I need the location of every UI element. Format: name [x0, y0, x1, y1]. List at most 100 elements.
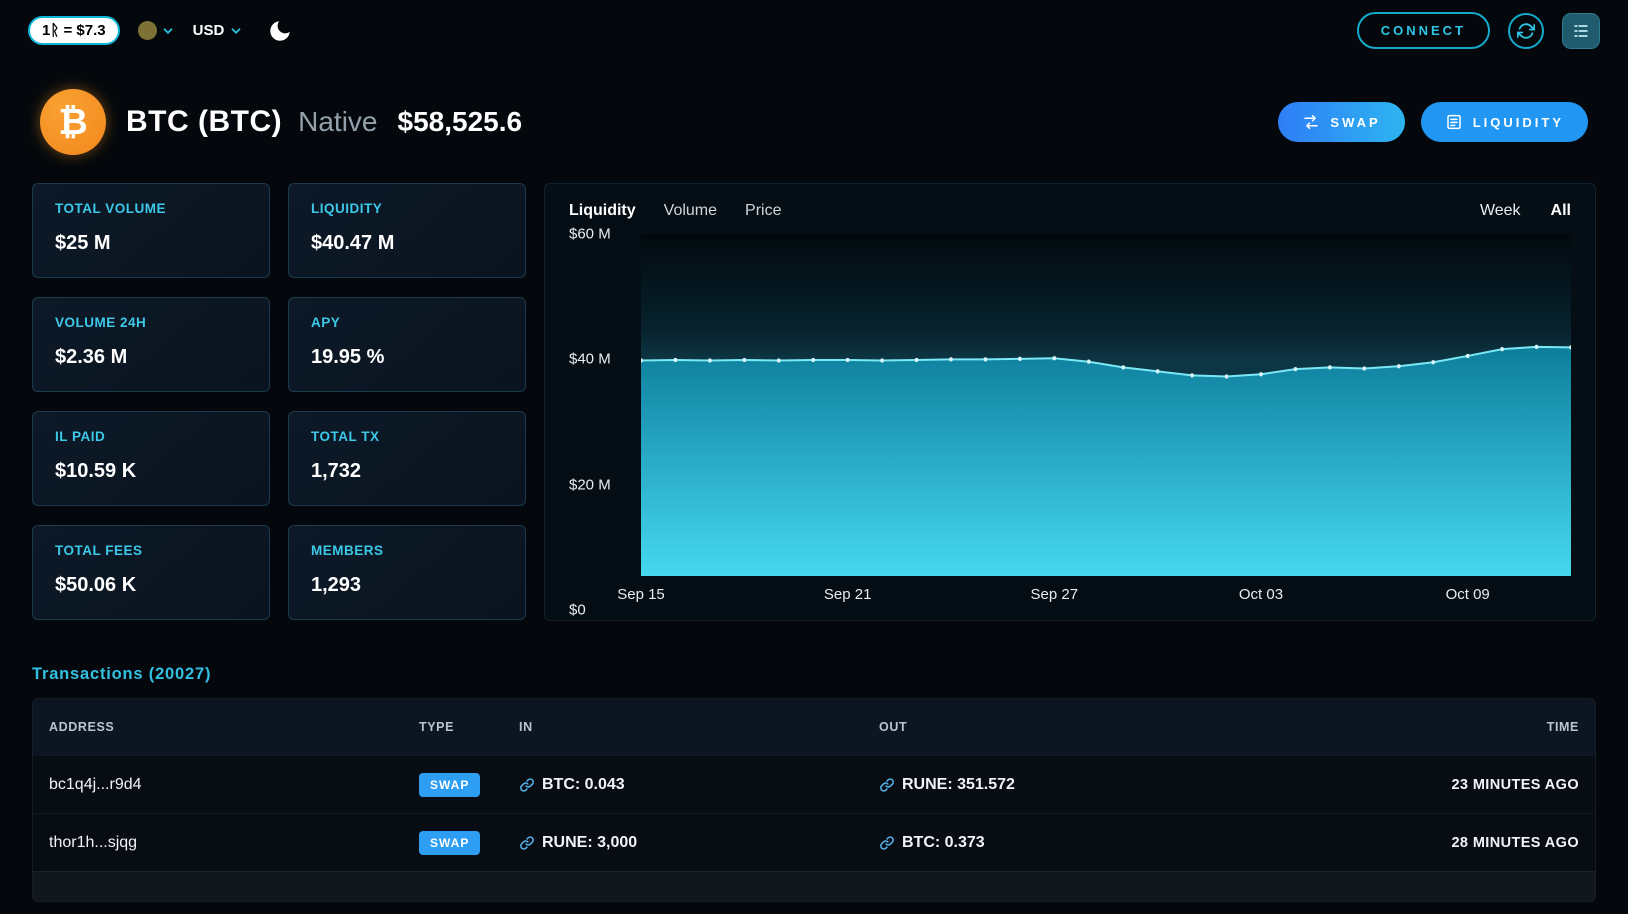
x-tick-label: Sep 21: [823, 586, 872, 603]
x-tick-label: Sep 27: [1030, 586, 1079, 603]
chart-range-week[interactable]: Week: [1479, 202, 1521, 219]
refresh-icon: [1517, 22, 1535, 39]
chart-plot-area: [641, 234, 1571, 576]
swap-badge: SWAP: [419, 772, 481, 797]
swap-arrows-icon: [1304, 114, 1319, 130]
stat-label: VOLUME 24H: [55, 315, 147, 330]
link-icon: [520, 835, 534, 850]
column-header-type: TYPE: [419, 720, 455, 734]
next-row-partial: [33, 871, 1595, 901]
chart-tab-volume[interactable]: Volume: [663, 202, 718, 219]
chart-panel: Liquidity Volume Price Week All $60 M $40 M $…: [544, 183, 1596, 621]
chart-dots: [641, 344, 1571, 379]
currency-label: USD: [192, 22, 225, 39]
stat-value: $40.47 M: [311, 232, 395, 254]
y-tick-label: $60 M: [569, 225, 611, 243]
asset-chain-label: Native: [298, 106, 378, 137]
asset-price: $58,525.6: [397, 106, 523, 137]
stat-label: TOTAL TX: [311, 429, 380, 444]
address-cell[interactable]: bc1q4j...r9d4: [49, 775, 142, 793]
x-tick-label: Sep 15: [617, 586, 665, 603]
currency-selector[interactable]: USD: [193, 22, 244, 39]
refresh-button[interactable]: [1508, 12, 1544, 49]
time-cell: 23 MINUTES AGO: [1451, 776, 1579, 793]
column-header-address: ADDRESS: [49, 720, 115, 734]
main-content: TOTAL VOLUME $25 M LIQUIDITY $40.47 M VO…: [32, 183, 1596, 621]
chart-ranges: Week All: [1480, 202, 1571, 220]
stat-label: TOTAL FEES: [55, 543, 143, 558]
stat-card-total-volume: TOTAL VOLUME $25 M: [32, 183, 270, 278]
stat-value: $2.36 M: [55, 346, 128, 368]
transactions-table: ADDRESS TYPE IN OUT TIME bc1q4j...r9d4 SW…: [32, 698, 1596, 902]
x-tick-label: Oct 03: [1238, 586, 1284, 603]
page-title: BTC (BTC): [126, 105, 283, 138]
stat-card-apy: APY 19.95 %: [288, 297, 526, 392]
ledger-icon: [1446, 114, 1461, 130]
topbar: 1ᚱ = $7.3 USD CONNECT: [0, 0, 1628, 59]
column-header-out: OUT: [879, 720, 908, 734]
stat-card-members: MEMBERS 1,293: [288, 525, 526, 620]
menu-button[interactable]: [1562, 12, 1600, 49]
stat-label: IL PAID: [55, 429, 106, 444]
in-cell[interactable]: RUNE: 3,000: [519, 834, 879, 852]
column-header-in: IN: [519, 720, 533, 734]
type-cell: SWAP: [419, 772, 519, 797]
y-tick-label: $20 M: [569, 476, 611, 494]
connect-wallet-button[interactable]: CONNECT: [1356, 12, 1490, 49]
y-tick-label: $0: [569, 601, 586, 619]
stat-value: $50.06 K: [55, 574, 137, 596]
chart-range-all[interactable]: All: [1550, 202, 1571, 219]
stat-value: $25 M: [55, 232, 111, 254]
table-row: bc1q4j...r9d4 SWAP BTC: 0.043 RUNE: 351.572…: [33, 755, 1595, 813]
transactions-header-row: ADDRESS TYPE IN OUT TIME: [33, 699, 1595, 755]
link-icon: [520, 777, 534, 792]
stat-card-il-paid: IL PAID $10.59 K: [32, 411, 270, 506]
list-menu-icon: [1574, 24, 1588, 37]
stat-value: $10.59 K: [55, 460, 137, 482]
asset-circle-icon: [137, 21, 157, 40]
out-cell[interactable]: BTC: 0.373: [879, 834, 1329, 852]
type-cell: SWAP: [419, 830, 519, 855]
chart-tab-price[interactable]: Price: [745, 202, 782, 219]
chart-tab-liquidity[interactable]: Liquidity: [569, 202, 636, 219]
asset-selector[interactable]: [137, 21, 175, 40]
stat-card-volume-24h: VOLUME 24H $2.36 M: [32, 297, 270, 392]
in-cell[interactable]: BTC: 0.043: [519, 776, 879, 794]
address-cell[interactable]: thor1h...sjqg: [49, 833, 138, 851]
liquidity-button[interactable]: LIQUIDITY: [1420, 102, 1588, 142]
y-tick-label: $40 M: [569, 350, 611, 368]
swap-badge: SWAP: [419, 830, 481, 855]
stat-label: MEMBERS: [311, 543, 384, 558]
chevron-down-icon: [231, 27, 241, 34]
liquidity-area-chart: [641, 344, 1571, 576]
stat-value: 1,732: [311, 460, 362, 482]
x-axis: Sep 15 Sep 21 Sep 27 Oct 03 Oct 09: [617, 576, 1571, 610]
link-icon: [880, 777, 894, 792]
dark-mode-moon-icon[interactable]: [267, 18, 293, 44]
swap-button[interactable]: SWAP: [1278, 102, 1405, 142]
link-icon: [880, 835, 894, 850]
x-tick-label: Oct 09: [1445, 586, 1490, 603]
time-cell: 28 MINUTES AGO: [1451, 834, 1579, 851]
rune-rate-pill[interactable]: 1ᚱ = $7.3: [28, 16, 120, 45]
stat-label: APY: [311, 315, 341, 330]
chevron-down-icon: [163, 27, 173, 34]
stat-value: 1,293: [311, 574, 362, 596]
y-axis: $60 M $40 M $20 M $0: [569, 226, 641, 619]
stats-grid: TOTAL VOLUME $25 M LIQUIDITY $40.47 M VO…: [32, 183, 526, 621]
table-row: thor1h...sjqg SWAP RUNE: 3,000 BTC: 0.373 28…: [33, 813, 1595, 871]
stat-card-liquidity: LIQUIDITY $40.47 M: [288, 183, 526, 278]
out-cell[interactable]: RUNE: 351.572: [879, 776, 1329, 794]
chart-area: [641, 346, 1571, 576]
asset-header: ₿ BTC (BTC) Native $58,525.6 SWAP LIQUID…: [40, 89, 1588, 155]
transactions-section: Transactions (20027) ADDRESS TYPE IN OUT…: [32, 665, 1596, 902]
stat-value: 19.95 %: [311, 346, 385, 368]
stat-label: LIQUIDITY: [311, 201, 383, 216]
stat-card-total-tx: TOTAL TX 1,732: [288, 411, 526, 506]
chart-line: [641, 347, 1571, 377]
bitcoin-logo-icon: ₿: [40, 89, 106, 155]
transactions-body: bc1q4j...r9d4 SWAP BTC: 0.043 RUNE: 351.572…: [33, 755, 1595, 871]
stat-card-total-fees: TOTAL FEES $50.06 K: [32, 525, 270, 620]
column-header-time: TIME: [1546, 720, 1579, 734]
transactions-title: Transactions (20027): [32, 665, 212, 683]
